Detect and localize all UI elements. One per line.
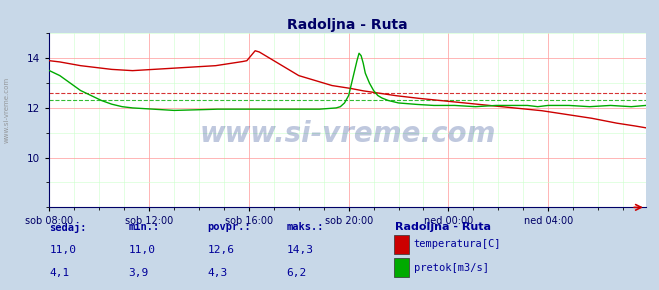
- Text: 4,1: 4,1: [49, 268, 70, 278]
- Text: 11,0: 11,0: [49, 245, 76, 255]
- Text: 3,9: 3,9: [129, 268, 149, 278]
- Text: 4,3: 4,3: [208, 268, 228, 278]
- Text: 11,0: 11,0: [129, 245, 156, 255]
- Text: 12,6: 12,6: [208, 245, 235, 255]
- Text: 14,3: 14,3: [287, 245, 314, 255]
- Text: min.:: min.:: [129, 222, 159, 232]
- Text: maks.:: maks.:: [287, 222, 324, 232]
- Text: Radoljna - Ruta: Radoljna - Ruta: [395, 222, 492, 232]
- Title: Radoljna - Ruta: Radoljna - Ruta: [287, 18, 408, 32]
- Text: temperatura[C]: temperatura[C]: [414, 239, 501, 249]
- Text: www.si-vreme.com: www.si-vreme.com: [3, 77, 10, 143]
- Text: sedaj:: sedaj:: [49, 222, 87, 233]
- Text: pretok[m3/s]: pretok[m3/s]: [414, 263, 489, 273]
- Text: 6,2: 6,2: [287, 268, 307, 278]
- Text: povpr.:: povpr.:: [208, 222, 251, 232]
- Text: www.si-vreme.com: www.si-vreme.com: [200, 120, 496, 148]
